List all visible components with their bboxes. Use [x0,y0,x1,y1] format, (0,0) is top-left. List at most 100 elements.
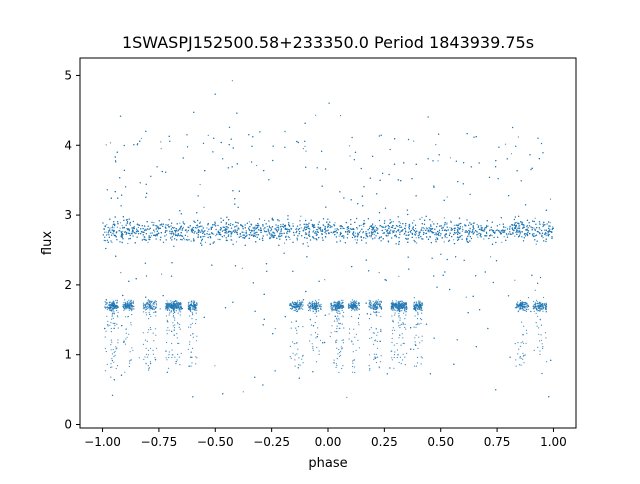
data-point [544,229,546,231]
data-point [365,231,367,233]
data-point [365,237,367,239]
data-point [200,231,202,233]
data-point [230,222,232,225]
data-point [514,235,516,237]
data-point [125,224,127,226]
data-point [259,238,261,240]
data-point [186,134,188,136]
data-point [367,218,369,220]
data-point [153,224,155,226]
data-point [426,236,428,238]
data-point [113,227,115,229]
data-point [154,231,156,233]
data-point [313,227,315,229]
data-point [536,227,538,229]
data-point [270,233,272,235]
data-point [359,230,362,232]
data-point [132,231,134,233]
data-point [547,233,549,235]
data-point [332,232,334,234]
data-point [522,334,524,336]
data-point [463,259,465,261]
data-point [530,310,532,313]
data-point [307,227,309,229]
data-point [283,226,285,228]
data-point [197,226,199,228]
data-point [483,228,486,230]
data-point [500,233,502,235]
data-point [280,224,282,226]
data-point [374,225,376,227]
data-point [201,240,203,242]
data-point [505,226,507,228]
data-point [395,225,398,227]
data-point [165,227,167,229]
data-point [221,230,223,232]
data-point [236,233,239,235]
data-point [145,275,148,277]
data-point [154,235,156,237]
data-point [241,267,243,269]
data-point [297,367,299,369]
data-point [328,224,330,226]
data-point [370,233,372,235]
data-point [165,239,167,241]
data-point [318,299,320,301]
data-point [413,219,415,222]
data-point [539,276,542,279]
data-point [488,237,490,240]
data-point [439,235,442,237]
data-point [313,230,315,232]
data-point [468,224,470,226]
data-point [539,223,541,225]
data-point [519,225,521,227]
data-point [202,231,205,233]
data-point [314,232,316,234]
data-point [434,234,436,236]
data-point [347,231,349,233]
data-point [519,233,521,235]
data-point [110,240,112,242]
data-point [541,372,543,375]
data-point [412,226,414,229]
data-point [525,226,528,228]
data-point [300,227,302,229]
data-point [312,371,314,373]
data-point [361,239,363,241]
data-point [175,228,177,230]
data-point [446,223,448,225]
data-point [495,241,497,244]
data-point [182,222,184,225]
data-point [516,229,518,231]
data-point [128,230,130,232]
data-point [170,275,173,277]
data-point [132,220,134,223]
data-point [215,235,217,237]
data-point [223,235,225,237]
data-point [114,234,117,237]
data-point [466,241,468,243]
data-point [253,230,255,232]
data-point [501,241,503,243]
data-point [259,229,261,231]
data-point [510,153,513,155]
data-point [338,235,340,237]
data-point [162,225,164,227]
data-point [370,234,372,236]
data-point [111,234,113,236]
data-point [196,227,198,229]
data-point [160,148,162,150]
data-point [449,227,451,229]
data-point [270,228,273,230]
data-point [376,193,378,195]
data-point [184,239,186,241]
data-point [406,209,408,211]
data-point [515,224,518,226]
data-point [309,235,311,237]
data-point [423,223,426,225]
data-point [156,166,158,168]
data-point [129,237,131,240]
data-point [455,224,457,226]
data-point [548,396,550,398]
